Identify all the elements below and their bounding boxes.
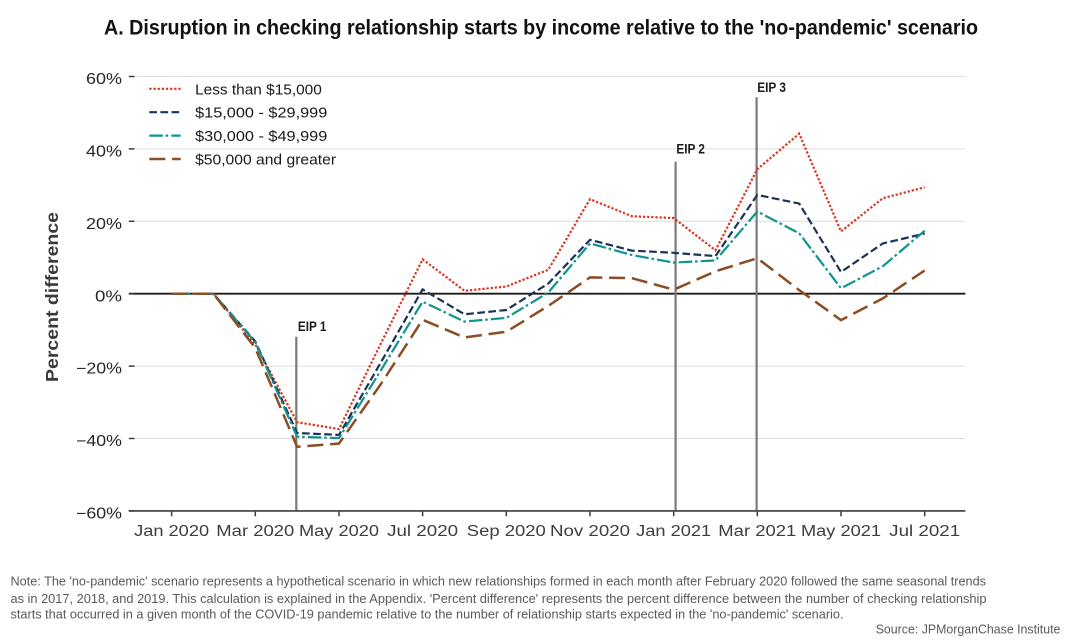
svg-text:$50,000 and greater: $50,000 and greater [195, 152, 336, 169]
svg-text:$15,000 - $29,999: $15,000 - $29,999 [195, 105, 327, 122]
svg-text:0%: 0% [95, 288, 122, 305]
svg-text:Sep 2020: Sep 2020 [467, 523, 546, 540]
svg-text:A. Disruption in checking rela: A. Disruption in checking relationship s… [104, 16, 978, 40]
svg-text:Note: The 'no-pandemic' scenar: Note: The 'no-pandemic' scenario represe… [11, 574, 987, 589]
svg-text:Jul 2020: Jul 2020 [387, 523, 458, 540]
svg-text:EIP 3: EIP 3 [757, 80, 786, 96]
svg-text:EIP 2: EIP 2 [676, 141, 705, 157]
svg-text:$30,000 - $49,999: $30,000 - $49,999 [195, 128, 327, 145]
svg-text:60%: 60% [86, 71, 122, 88]
svg-text:May 2020: May 2020 [299, 523, 379, 540]
svg-text:starts that occurred in a give: starts that occurred in a given month of… [11, 607, 844, 622]
svg-text:Mar 2020: Mar 2020 [216, 523, 294, 540]
svg-text:EIP 1: EIP 1 [298, 319, 327, 335]
svg-text:−60%: −60% [76, 506, 122, 523]
svg-text:Nov 2020: Nov 2020 [550, 523, 630, 540]
svg-text:Jan 2020: Jan 2020 [134, 523, 209, 540]
svg-text:40%: 40% [86, 144, 122, 161]
svg-text:Mar 2021: Mar 2021 [718, 523, 796, 540]
svg-text:Source: JPMorganChase Institut: Source: JPMorganChase Institute [876, 622, 1061, 637]
svg-text:May 2021: May 2021 [801, 523, 881, 540]
svg-text:as in 2017, 2018, and 2019. Th: as in 2017, 2018, and 2019. This calcula… [11, 591, 987, 606]
svg-text:Jan 2021: Jan 2021 [636, 523, 711, 540]
svg-text:Less than $15,000: Less than $15,000 [195, 81, 322, 98]
svg-text:Jul 2021: Jul 2021 [889, 523, 960, 540]
svg-text:−40%: −40% [76, 433, 122, 450]
svg-text:Percent difference: Percent difference [42, 212, 62, 382]
svg-text:−20%: −20% [76, 361, 122, 378]
svg-text:20%: 20% [86, 216, 122, 233]
